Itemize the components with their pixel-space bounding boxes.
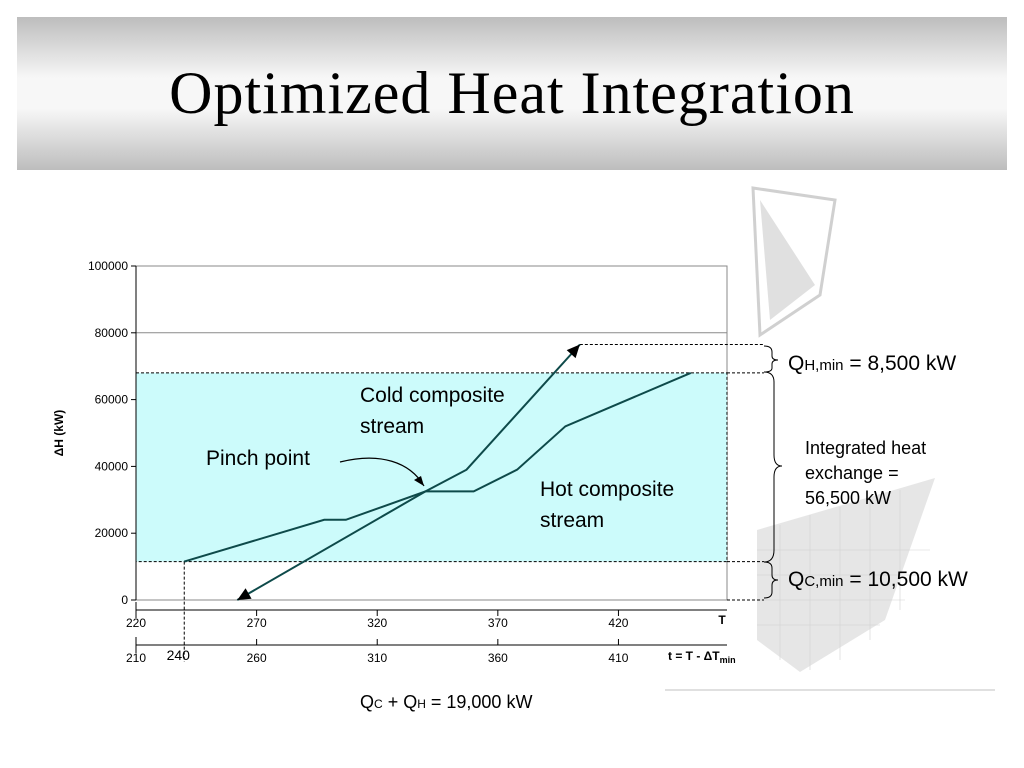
pinch-point-label: Pinch point [206,447,310,470]
hot-stream-label-line2: stream [540,509,604,532]
integrated-heat-label: Integrated heat exchange = 56,500 kW [805,438,931,508]
y-tick-label: 40000 [95,459,129,473]
qc-min-label: QC,min = 10,500 kW [788,568,968,591]
arrow-group [237,344,580,600]
x-tick-top-label: 320 [367,616,387,630]
hot-stream-label-line1: Hot composite [540,478,674,501]
x-tick-bottom-label: 410 [608,651,628,665]
cold-arrowhead-end [566,344,580,359]
cold-stream-label: Cold composite stream [360,384,511,438]
x-tick-bottom-label: 210 [126,651,146,665]
title-band: Optimized Heat Integration [17,17,1007,170]
x-tick-top-label: 420 [608,616,628,630]
y-tick-label: 0 [121,593,128,607]
x-tick-bottom-label: 260 [247,651,267,665]
heat-exchange-band [135,372,728,563]
integrated-brace [763,371,783,563]
x-tick-top-label: 270 [247,616,267,630]
marker-240-label: 240 [167,647,191,663]
y-tick-label: 80000 [95,326,129,340]
x-tick-top-label: 220 [126,616,146,630]
total-utility-label: QC + QH = 19,000 kW [360,692,532,712]
y-tick-label: 20000 [95,526,129,540]
y-tick-label: 100000 [88,259,128,273]
background-decoration [665,186,995,691]
x-axis-bottom-label: t = T - ΔTmin [668,649,736,665]
series-group [183,343,692,601]
cold-stream-label-line2: stream [360,415,424,438]
y-axis: 100000 80000 60000 40000 20000 0 [88,259,137,607]
x-tick-top-label: 370 [488,616,508,630]
cold-stream-label-line1: Cold composite [360,384,505,407]
slide-title: Optimized Heat Integration [169,60,855,126]
cold-composite-line [236,343,581,601]
qc-brace [763,561,779,599]
cold-arrowhead-start [237,588,252,600]
x-axes: 220 270 320 370 420 210 260 310 360 410 240 [126,561,727,665]
hot-stream-label: Hot composite stream [540,478,680,532]
qh-brace [763,345,779,373]
x-tick-bottom-label: 310 [367,651,387,665]
qh-min-label: QH,min = 8,500 kW [788,352,956,375]
y-tick-label: 60000 [95,393,129,407]
x-axis-top-label: T [718,613,726,627]
hot-composite-line [183,371,692,563]
pinch-point-arrowhead [414,476,424,486]
x-tick-bottom-label: 360 [488,651,508,665]
y-axis-label: ΔH (kW) [52,410,66,457]
